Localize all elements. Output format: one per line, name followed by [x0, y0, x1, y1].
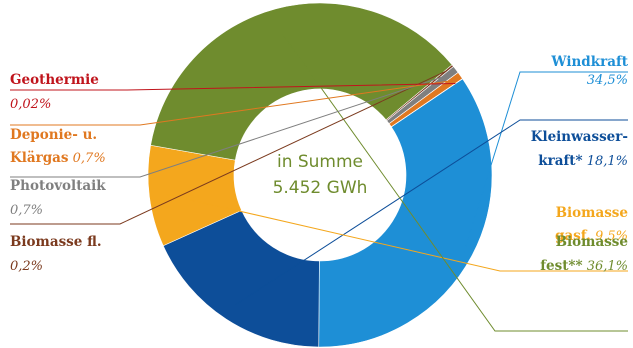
label-biomasse-gasf-line1: Biomasse	[556, 205, 628, 221]
label-biomasse-fl-line1: Biomasse fl.	[10, 234, 102, 250]
slice-geothermie	[390, 78, 464, 128]
label-value: 9,5%	[591, 229, 628, 244]
label-biomasse-fest-line1: Biomasse	[556, 234, 628, 250]
label-biomasse-fest-line2: fest** 36,1%	[540, 258, 628, 274]
leader-biomasse-fest	[281, 33, 628, 332]
label-deponie-u-kl-rgas-line2: Klärgas 0,7%	[10, 150, 106, 166]
leader-biomasse-gasf	[166, 193, 628, 272]
leader-windkraft	[463, 71, 628, 253]
label-name: Kleinwasser-	[531, 129, 628, 145]
label-name: Deponie- u.	[10, 127, 97, 143]
center-total-line2: 5.452 GWh	[273, 178, 368, 198]
label-kleinwasserkraft-line2: kraft* 18,1%	[538, 153, 628, 169]
label-value: 0,7%	[69, 151, 106, 166]
label-kleinwasserkraft-line1: Kleinwasser-	[531, 129, 628, 145]
leader-deponie-u-kl-rgas	[10, 80, 454, 126]
label-value: 0,2%	[10, 259, 43, 274]
label-name: fest**	[540, 258, 582, 274]
donut-slices	[147, 2, 493, 348]
leader-geothermie	[10, 83, 456, 91]
label-value: 0,7%	[10, 203, 43, 218]
label-name: Windkraft	[550, 54, 628, 70]
label-biomasse-gasf-line2: gasf. 9,5%	[555, 228, 628, 244]
label-name: Klärgas	[10, 150, 69, 166]
label-value: 18,1%	[583, 154, 628, 169]
label-value: 34,5%	[587, 73, 628, 88]
label-value: 36,1%	[583, 259, 628, 274]
slice-windkraft	[318, 78, 493, 348]
label-name: Biomasse	[556, 234, 628, 250]
label-photovoltaik-line2: 0,7%	[10, 203, 43, 218]
label-name: Biomasse	[556, 205, 628, 221]
label-value: 0,02%	[10, 97, 51, 112]
label-geothermie-line2: 0,02%	[10, 97, 51, 112]
label-windkraft-line1: Windkraft	[550, 54, 628, 70]
label-name: kraft*	[538, 153, 582, 169]
leader-kleinwasserkraft	[235, 119, 628, 306]
label-windkraft-line2: 34,5%	[587, 73, 628, 88]
label-geothermie-line1: Geothermie	[10, 72, 99, 88]
leader-biomasse-fl	[10, 70, 447, 225]
slice-biomasse-fest	[150, 2, 453, 161]
label-name: gasf.	[555, 228, 591, 244]
slice-kleinwasserkraft	[162, 209, 320, 348]
center-total-line1: in Summe	[277, 152, 363, 172]
slice-labels: Windkraft 34,5% Kleinwasser-kraft* 18,1% Bi…	[10, 54, 629, 274]
label-biomasse-fl-line2: 0,2%	[10, 259, 43, 274]
label-name: Photovoltaik	[10, 178, 106, 194]
leader-photovoltaik	[10, 74, 450, 178]
label-photovoltaik-line1: Photovoltaik	[10, 178, 106, 194]
label-deponie-u-kl-rgas-line1: Deponie- u.	[10, 127, 97, 143]
label-name: Biomasse fl.	[10, 234, 102, 250]
label-name: Geothermie	[10, 72, 99, 88]
leader-lines	[10, 33, 628, 332]
